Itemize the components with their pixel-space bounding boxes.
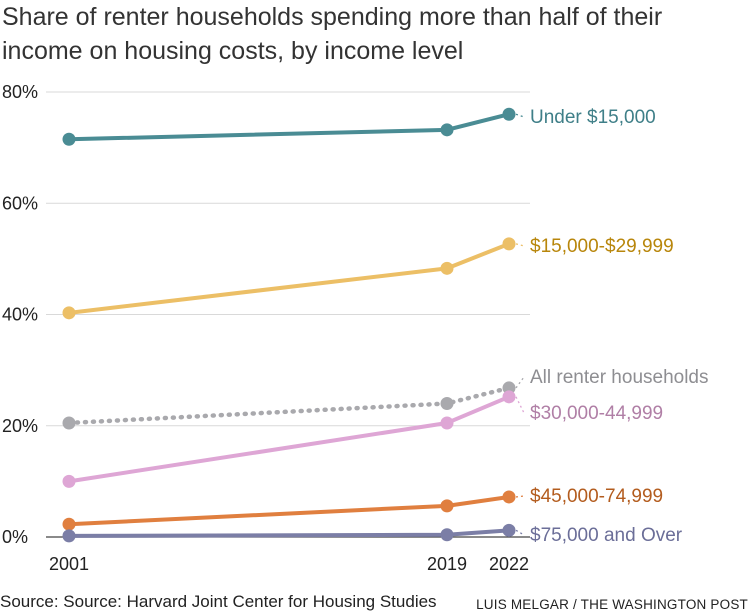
series-end-label: Under $15,000 <box>530 107 656 128</box>
x-tick-label: 2022 <box>489 554 529 574</box>
y-tick-label: 60% <box>2 193 38 213</box>
series-end-label: $30,000-44,999 <box>530 403 663 424</box>
data-point <box>62 474 76 488</box>
data-point <box>62 306 76 320</box>
label-leader <box>515 396 525 414</box>
data-point <box>440 416 454 430</box>
label-leader <box>515 495 525 498</box>
data-point <box>502 107 516 121</box>
x-axis-ticks: 2001 2019 2022 <box>49 554 529 574</box>
credit-line: LUIS MELGAR / THE WASHINGTON POST <box>476 597 748 612</box>
series-2 <box>62 381 516 430</box>
data-point <box>502 381 516 395</box>
label-leader <box>515 113 525 118</box>
data-point <box>502 490 516 504</box>
y-tick-label: 80% <box>2 82 38 102</box>
data-point <box>502 390 516 404</box>
data-point <box>440 528 454 542</box>
y-tick-label: 40% <box>2 305 38 325</box>
data-point <box>502 523 516 537</box>
data-point <box>440 123 454 137</box>
chart-title: Share of renter households spending more… <box>2 3 663 65</box>
series-end-label: $15,000-$29,999 <box>530 236 674 257</box>
series-0 <box>62 107 516 146</box>
series-line <box>67 241 511 315</box>
label-leader <box>515 529 525 536</box>
data-point <box>502 237 516 251</box>
series-end-label: $75,000 and Over <box>530 525 683 546</box>
data-point <box>62 132 76 146</box>
series-end-label: All renter households <box>530 367 709 388</box>
y-tick-label: 0% <box>2 527 28 547</box>
data-point <box>440 499 454 513</box>
source-note: Source: Source: Harvard Joint Center for… <box>0 592 437 611</box>
series-3 <box>62 390 516 488</box>
x-tick-label: 2001 <box>49 554 89 574</box>
data-point <box>62 529 76 543</box>
series-5 <box>62 523 516 543</box>
data-point <box>62 517 76 531</box>
label-leader <box>515 376 525 389</box>
y-axis-ticks: 0% 20% 40% 60% 80% <box>2 82 38 547</box>
gridlines <box>46 91 530 538</box>
series-4 <box>62 490 516 531</box>
x-tick-label: 2019 <box>427 554 467 574</box>
series-line <box>67 394 511 484</box>
y-tick-label: 20% <box>2 416 38 436</box>
series-end-labels: Under $15,000 $15,000-$29,999 All renter h… <box>515 107 709 546</box>
data-point <box>440 261 454 275</box>
data-point <box>440 397 454 410</box>
series-1 <box>62 237 516 320</box>
series-lines <box>62 107 516 543</box>
label-leader <box>515 243 525 247</box>
data-point <box>62 416 76 430</box>
series-end-label: $45,000-74,999 <box>530 486 663 507</box>
